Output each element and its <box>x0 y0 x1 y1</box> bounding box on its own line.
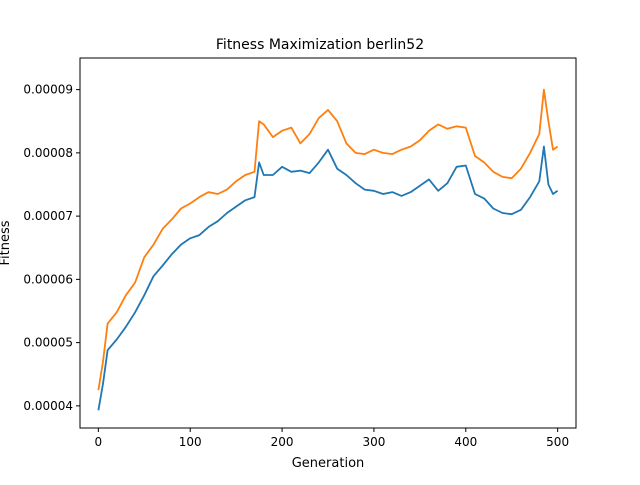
x-axis-label: Generation <box>292 456 365 471</box>
y-tick-label: 0.00009 <box>23 83 73 97</box>
x-tick-label: 400 <box>454 435 477 449</box>
x-tick-label: 0 <box>95 435 103 449</box>
chart-title: Fitness Maximization berlin52 <box>216 37 424 53</box>
x-tick-label: 500 <box>546 435 569 449</box>
y-tick-label: 0.00007 <box>23 209 73 223</box>
y-tick-label: 0.00008 <box>23 146 73 160</box>
series-line-2 <box>97 88 559 391</box>
y-tick-label: 0.00004 <box>23 399 73 413</box>
y-tick-label: 0.00006 <box>23 272 73 286</box>
series-line-1 <box>97 145 559 411</box>
plot-frame <box>79 57 577 429</box>
y-axis-label: Fitness <box>0 220 13 265</box>
x-tick-label: 100 <box>179 435 202 449</box>
y-tick-label: 0.00005 <box>23 336 73 350</box>
x-tick-label: 300 <box>362 435 385 449</box>
y-axis-ticks: 0.00004 0.00005 0.00006 0.00007 0.00008 0.000… <box>23 83 80 413</box>
x-axis-ticks: 0 100 200 300 400 500 <box>95 428 569 449</box>
x-tick-label: 200 <box>271 435 294 449</box>
lines-layer <box>97 88 559 411</box>
